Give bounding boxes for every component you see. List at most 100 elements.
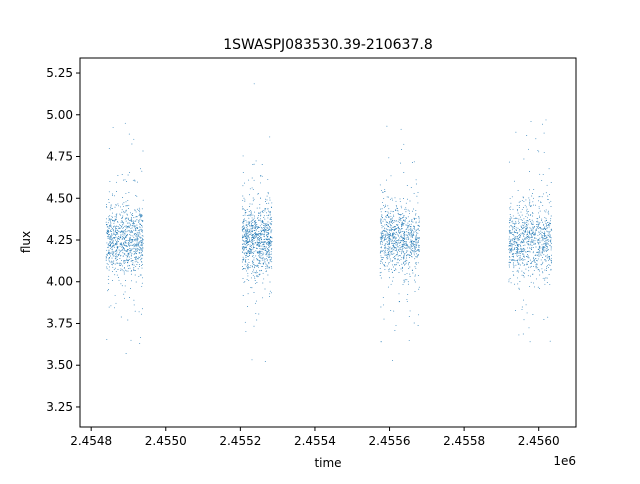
data-point	[391, 253, 393, 255]
data-point	[271, 202, 273, 204]
data-point	[137, 248, 139, 250]
data-point	[408, 229, 410, 231]
data-point	[264, 225, 266, 227]
data-point	[409, 226, 411, 228]
data-point	[529, 201, 531, 203]
data-point	[403, 219, 405, 221]
data-point	[248, 262, 250, 263]
data-point	[268, 261, 270, 263]
data-point	[408, 262, 409, 264]
data-point	[114, 244, 116, 246]
data-point	[415, 213, 417, 215]
data-point	[509, 259, 511, 261]
data-point	[267, 224, 269, 226]
data-point	[252, 246, 254, 248]
data-point	[526, 208, 528, 210]
data-point	[123, 260, 125, 262]
data-point	[396, 248, 398, 250]
data-point	[258, 241, 260, 243]
data-point	[400, 223, 402, 225]
data-point	[126, 258, 128, 260]
data-point	[392, 222, 393, 224]
data-point	[132, 179, 134, 181]
data-point	[125, 353, 127, 354]
data-point	[123, 244, 125, 246]
data-point	[546, 223, 548, 225]
data-point	[251, 243, 253, 244]
data-point	[118, 205, 120, 207]
data-point	[135, 216, 137, 218]
data-point	[266, 243, 268, 245]
data-point	[393, 232, 395, 234]
data-point	[268, 241, 270, 242]
data-point	[386, 179, 387, 181]
data-point	[521, 250, 522, 252]
data-point	[523, 299, 525, 301]
data-point	[132, 244, 134, 246]
data-point	[390, 219, 392, 221]
data-point	[112, 240, 114, 242]
data-point	[525, 264, 527, 266]
data-point	[268, 238, 270, 240]
data-point	[526, 213, 528, 215]
data-point	[384, 204, 386, 206]
data-point	[252, 243, 254, 245]
data-point	[406, 300, 408, 302]
data-point	[389, 238, 390, 239]
data-point	[547, 248, 549, 250]
data-point	[111, 263, 113, 265]
data-point	[380, 261, 382, 263]
data-point	[511, 217, 513, 219]
data-point	[509, 214, 511, 215]
data-point	[249, 251, 251, 253]
data-point	[395, 269, 397, 271]
data-point	[133, 266, 135, 268]
data-point	[510, 248, 512, 250]
data-point	[270, 237, 272, 239]
data-point	[243, 241, 245, 243]
data-point	[124, 237, 126, 239]
data-point	[523, 197, 524, 199]
data-point	[107, 246, 109, 248]
data-point	[132, 248, 134, 250]
data-point	[117, 246, 119, 247]
data-point	[544, 247, 546, 249]
data-point	[268, 232, 269, 234]
data-point	[391, 220, 393, 222]
data-point	[399, 245, 401, 247]
data-point	[410, 253, 412, 255]
data-point	[391, 264, 393, 266]
data-point	[547, 254, 548, 256]
y-axis-label: flux	[19, 231, 33, 253]
data-point	[270, 214, 272, 216]
data-point	[139, 247, 141, 248]
data-point	[121, 231, 123, 233]
data-point	[532, 193, 534, 194]
data-point	[246, 232, 248, 234]
data-point	[126, 250, 128, 252]
data-point	[121, 246, 123, 248]
data-point	[106, 242, 108, 244]
data-point	[392, 211, 394, 212]
data-point	[532, 224, 534, 226]
data-point	[514, 238, 516, 240]
data-point	[242, 239, 243, 241]
data-point	[396, 253, 398, 255]
data-point	[394, 258, 396, 260]
data-point	[545, 249, 547, 251]
data-point	[380, 251, 382, 253]
data-point	[415, 263, 417, 265]
data-point	[400, 255, 401, 257]
data-point	[394, 226, 395, 228]
data-point	[391, 261, 393, 263]
data-point	[106, 230, 108, 232]
data-point	[254, 265, 256, 266]
x-tick-label: 2.4560	[518, 434, 560, 448]
data-point	[106, 226, 108, 228]
data-point	[526, 224, 527, 226]
data-point	[547, 227, 549, 229]
data-point	[385, 210, 387, 212]
data-point	[406, 185, 408, 186]
data-point	[109, 235, 111, 237]
data-point	[256, 319, 258, 321]
